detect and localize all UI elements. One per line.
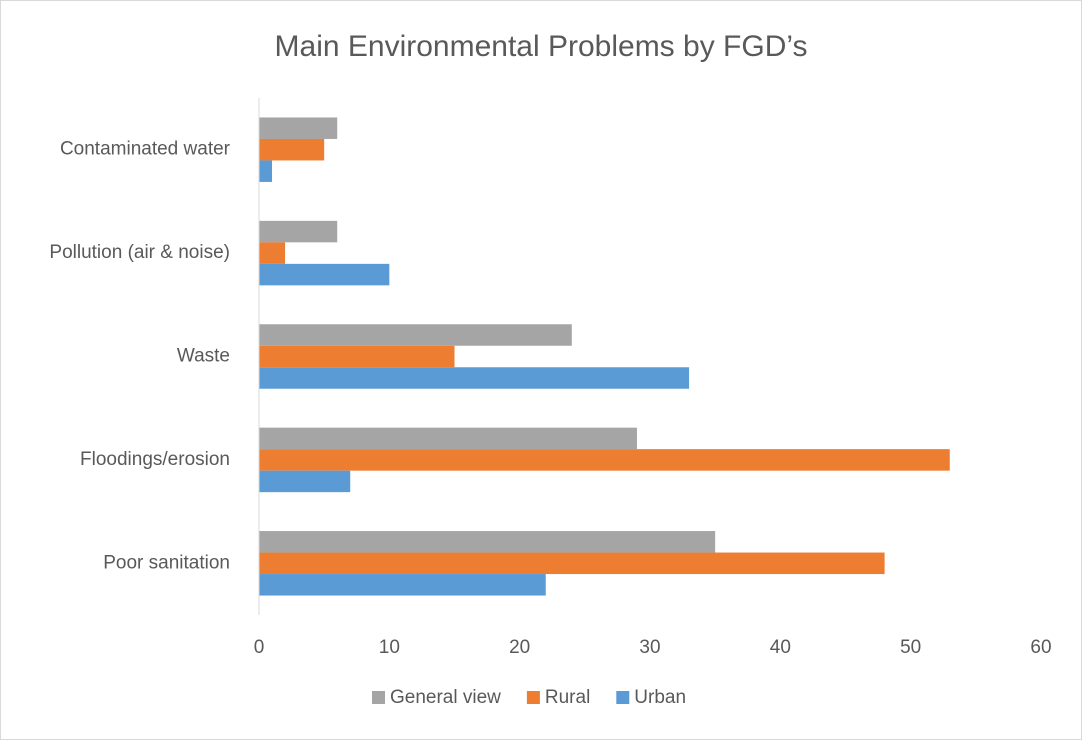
bar xyxy=(259,470,351,493)
bar xyxy=(259,574,546,596)
bar xyxy=(259,160,273,182)
x-tick-label: 60 xyxy=(1030,637,1051,658)
y-tick-label: Pollution (air & noise) xyxy=(49,242,230,263)
legend-swatch xyxy=(526,691,540,704)
bar xyxy=(259,138,325,161)
x-tick-label: 40 xyxy=(770,637,791,658)
bar xyxy=(259,367,690,389)
legend-label: Rural xyxy=(545,687,590,708)
bar xyxy=(259,345,455,368)
bar xyxy=(259,552,885,575)
y-tick-label: Waste xyxy=(177,346,230,367)
bar xyxy=(259,117,338,139)
legend-swatch xyxy=(372,691,385,704)
bar xyxy=(259,449,950,471)
bar xyxy=(259,242,286,264)
y-tick-label: Poor sanitation xyxy=(103,552,230,573)
x-tick-label: 50 xyxy=(900,637,921,658)
chart-title: Main Environmental Problems by FGD’s xyxy=(275,30,808,63)
legend-label: General view xyxy=(390,687,501,708)
legend-label: Urban xyxy=(634,687,686,708)
y-tick-label: Contaminated water xyxy=(60,139,231,160)
bar xyxy=(259,220,338,243)
bar xyxy=(259,531,716,553)
y-tick-label: Floodings/erosion xyxy=(80,449,230,470)
bar xyxy=(259,324,572,346)
x-tick-label: 10 xyxy=(379,637,400,658)
x-tick-label: 0 xyxy=(254,637,265,658)
bar xyxy=(259,263,390,286)
legend-swatch xyxy=(616,691,630,704)
x-tick-label: 30 xyxy=(639,637,660,658)
x-tick-label: 20 xyxy=(509,637,530,658)
bar xyxy=(259,427,637,450)
